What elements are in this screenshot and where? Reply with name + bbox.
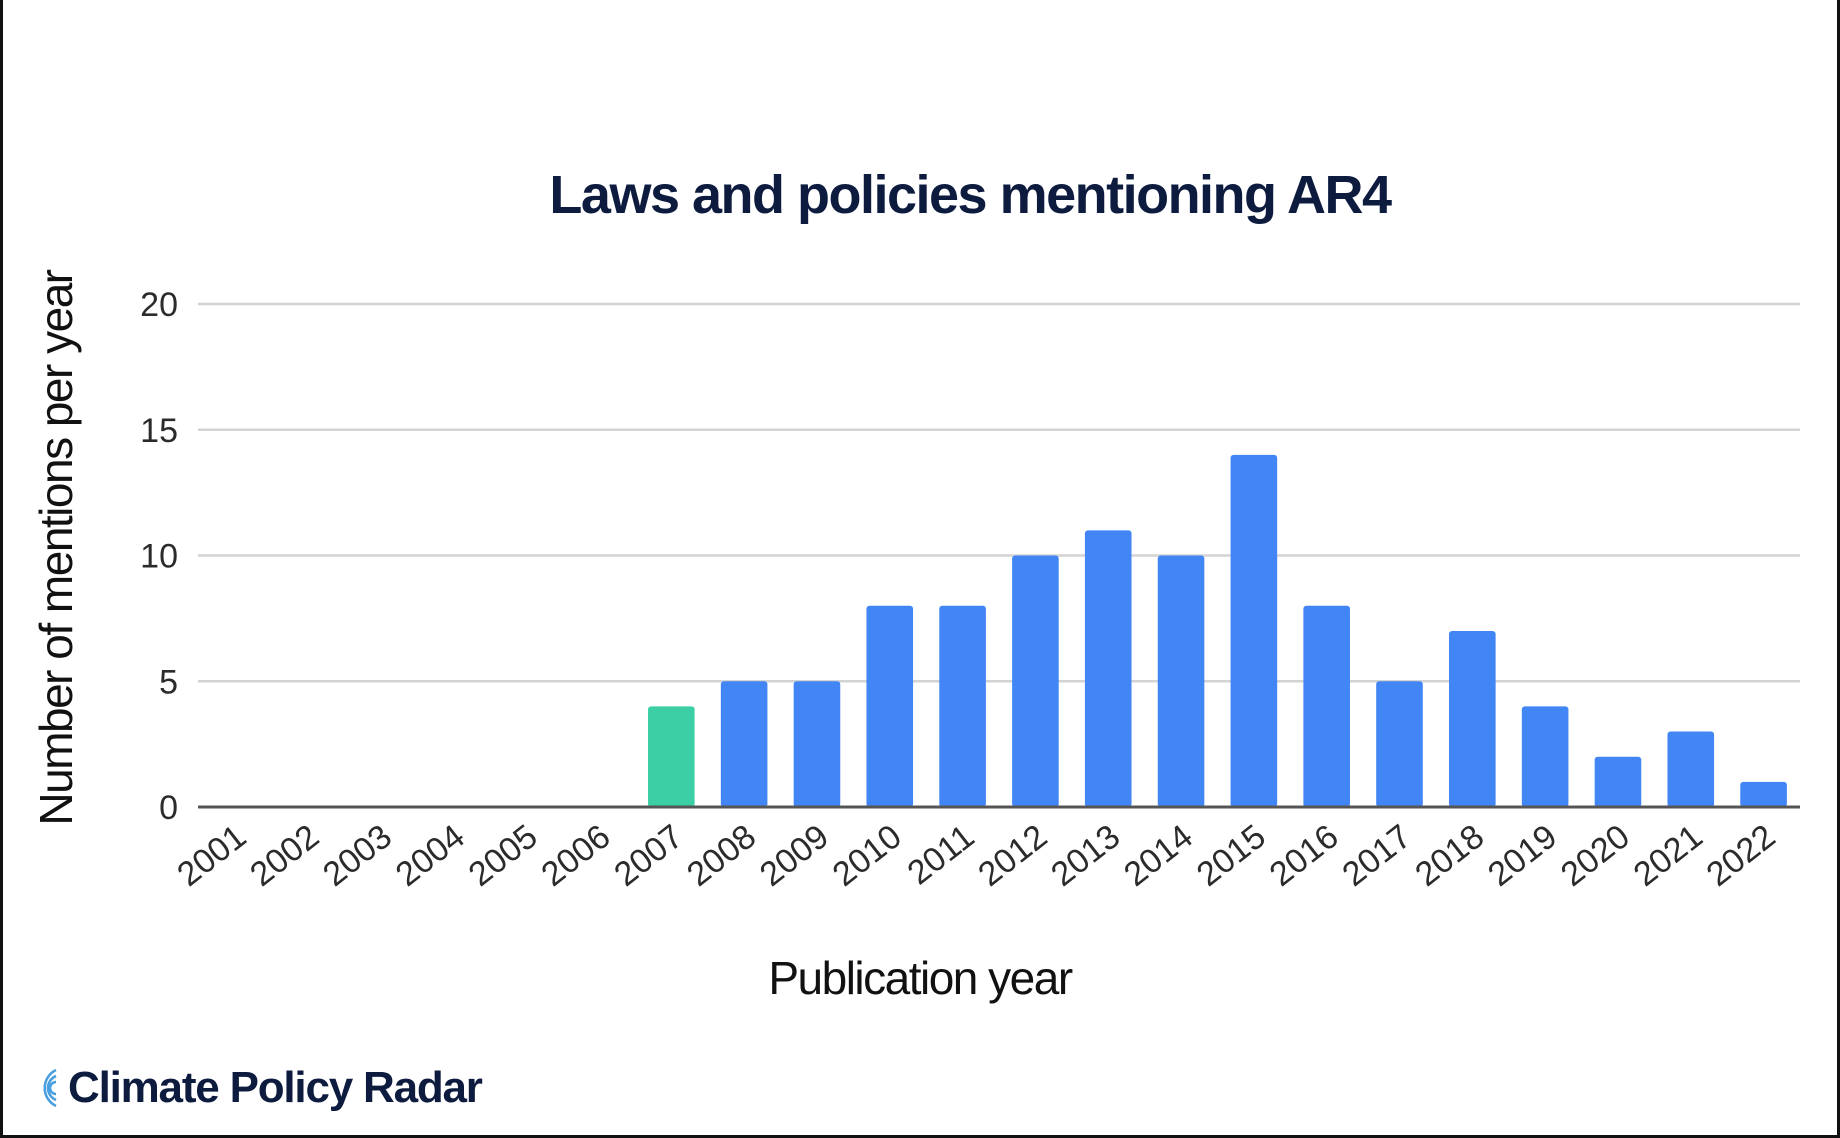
x-tick-label: 2016 xyxy=(1263,817,1346,894)
bar-2008 xyxy=(720,681,768,807)
x-tick-label: 2017 xyxy=(1335,817,1418,894)
x-axis-label: Publication year xyxy=(768,952,1072,1004)
bar-2018 xyxy=(1449,630,1496,807)
y-tick-label: 15 xyxy=(140,412,178,450)
brand-name: Climate Policy Radar xyxy=(68,1063,483,1112)
bar-2014 xyxy=(1157,555,1205,807)
bar-2010 xyxy=(866,605,914,807)
x-tick-label: 2010 xyxy=(826,817,909,894)
gridlines xyxy=(198,302,1800,683)
x-tick-label: 2012 xyxy=(971,817,1054,894)
x-axis-ticks: 2001200220032004200520062007200820092010… xyxy=(170,817,1782,894)
x-tick-label: 2011 xyxy=(900,817,981,892)
brand-footer: Climate Policy Radar xyxy=(26,1062,483,1114)
x-tick-label: 2021 xyxy=(1627,817,1710,894)
y-tick-label: 20 xyxy=(140,286,178,324)
x-tick-label: 2004 xyxy=(389,817,472,894)
x-tick-label: 2019 xyxy=(1481,817,1564,894)
bar-2011 xyxy=(939,605,986,807)
x-tick-label: 2001 xyxy=(170,817,253,894)
x-tick-label: 2003 xyxy=(316,817,399,894)
x-tick-label: 2007 xyxy=(607,817,690,894)
x-tick-label: 2009 xyxy=(753,817,836,894)
bar-2009 xyxy=(793,681,841,807)
x-tick-label: 2002 xyxy=(243,817,326,894)
bars xyxy=(648,454,1787,807)
bar-2007 xyxy=(648,706,695,807)
bar-2015 xyxy=(1230,454,1278,807)
radar-logo-icon xyxy=(43,1068,57,1108)
y-tick-label: 5 xyxy=(159,663,178,701)
bar-2012 xyxy=(1012,555,1059,807)
chart-title: Laws and policies mentioning AR4 xyxy=(549,165,1392,225)
x-tick-label: 2014 xyxy=(1117,817,1200,894)
bar-2021 xyxy=(1667,731,1715,807)
y-tick-label: 10 xyxy=(140,538,178,576)
bar-2020 xyxy=(1594,756,1642,807)
x-tick-label: 2006 xyxy=(534,817,617,894)
x-tick-label: 2013 xyxy=(1044,817,1127,894)
x-tick-label: 2008 xyxy=(680,817,763,894)
x-tick-label: 2005 xyxy=(462,817,545,894)
x-tick-label: 2022 xyxy=(1700,817,1783,894)
y-axis-ticks: 0 5 10 15 20 xyxy=(140,286,178,827)
x-tick-label: 2018 xyxy=(1408,817,1491,894)
bar-2019 xyxy=(1521,706,1569,807)
bar-2013 xyxy=(1084,530,1132,807)
y-axis-label: Number of mentions per year xyxy=(30,269,82,825)
bar-2022 xyxy=(1740,781,1787,807)
x-tick-label: 2020 xyxy=(1554,817,1637,894)
y-tick-label: 0 xyxy=(159,789,178,827)
x-tick-label: 2015 xyxy=(1190,817,1273,894)
bar-2016 xyxy=(1303,605,1350,807)
bar-2017 xyxy=(1376,681,1423,807)
